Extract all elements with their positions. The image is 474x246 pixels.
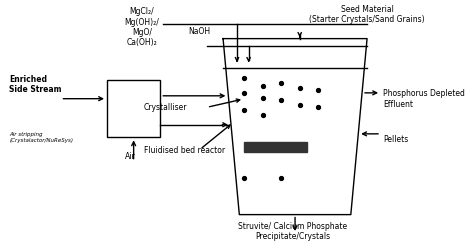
Text: Struvite/ Calcium Phosphate
Precipitate/Crystals: Struvite/ Calcium Phosphate Precipitate/… xyxy=(238,222,347,241)
Text: Pellets: Pellets xyxy=(383,135,409,144)
Text: NaOH: NaOH xyxy=(188,27,210,36)
Text: Enriched
Side Stream: Enriched Side Stream xyxy=(9,75,62,94)
Text: Air stripping
(Crystalactor/NuReSys): Air stripping (Crystalactor/NuReSys) xyxy=(9,132,73,143)
Text: Air: Air xyxy=(125,152,136,161)
Text: Fluidised bed reactor: Fluidised bed reactor xyxy=(144,146,225,155)
Bar xyxy=(107,80,160,138)
Text: Seed Material
(Starter Crystals/Sand Grains): Seed Material (Starter Crystals/Sand Gra… xyxy=(309,5,425,24)
Text: Crystalliser: Crystalliser xyxy=(144,103,188,112)
Text: MgCl₂/
Mg(OH)₂/
MgO/
Ca(OH)₂: MgCl₂/ Mg(OH)₂/ MgO/ Ca(OH)₂ xyxy=(124,7,159,47)
Text: Phosphorus Depleted
Effluent: Phosphorus Depleted Effluent xyxy=(383,89,465,108)
Bar xyxy=(244,142,307,152)
